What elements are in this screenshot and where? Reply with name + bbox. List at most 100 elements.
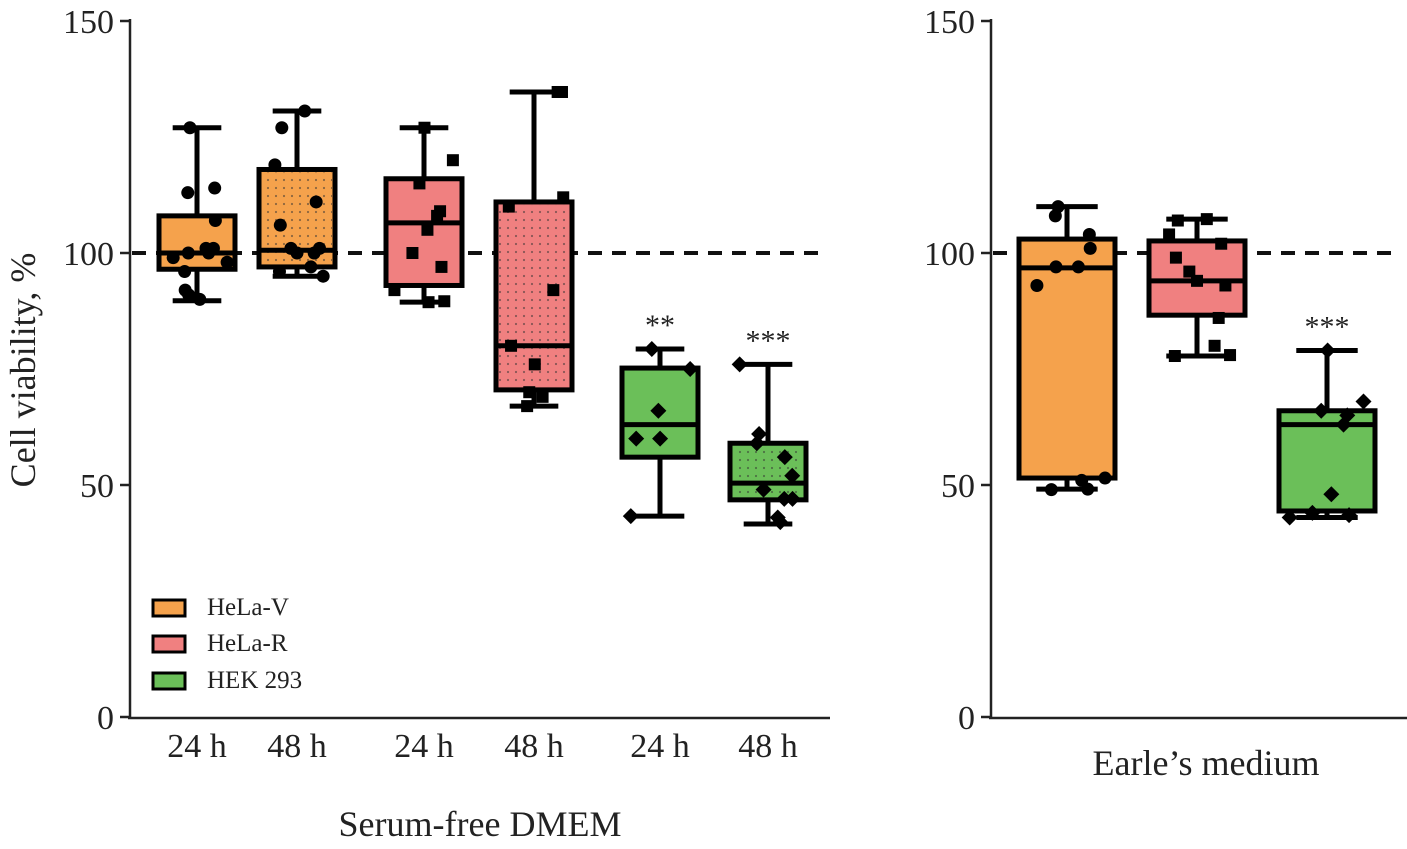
significance-annotation: ** bbox=[645, 309, 675, 342]
data-point bbox=[208, 214, 222, 228]
data-point bbox=[521, 400, 534, 413]
data-point bbox=[1168, 350, 1181, 363]
data-point bbox=[1212, 311, 1225, 324]
data-point bbox=[181, 186, 195, 200]
data-point bbox=[1048, 209, 1062, 223]
box-iqr bbox=[1016, 236, 1118, 481]
data-point bbox=[1313, 402, 1330, 419]
data-point bbox=[536, 390, 549, 403]
data-point bbox=[178, 265, 192, 279]
left-box-hela-r-48h bbox=[493, 85, 575, 413]
legend: HeLa-V HeLa-R HEK 293 bbox=[151, 594, 302, 694]
data-point bbox=[183, 121, 197, 135]
data-point bbox=[421, 223, 434, 236]
data-point bbox=[272, 265, 286, 279]
data-point bbox=[431, 209, 444, 222]
data-point bbox=[1208, 339, 1221, 352]
data-point bbox=[1081, 482, 1095, 496]
data-point bbox=[731, 356, 748, 373]
data-point bbox=[1319, 342, 1336, 359]
data-point bbox=[290, 246, 304, 260]
legend-label-hela-v: HeLa-V bbox=[207, 594, 289, 621]
data-point bbox=[628, 430, 645, 447]
data-point bbox=[772, 514, 789, 531]
data-point bbox=[1323, 486, 1340, 503]
significance-annotation: *** bbox=[1305, 310, 1350, 343]
legend-entry-hela-r: HeLa-R bbox=[151, 630, 288, 657]
data-point bbox=[275, 121, 289, 135]
data-point bbox=[650, 402, 667, 419]
significance-annotation: *** bbox=[746, 324, 791, 357]
data-point bbox=[1163, 228, 1176, 241]
left-box-hek-293-24h: ** bbox=[619, 309, 701, 525]
right-box-hek-293: *** bbox=[1276, 310, 1378, 526]
left-y-tick-label: 0 bbox=[97, 700, 114, 737]
data-point bbox=[622, 508, 639, 525]
left-y-tick-label: 50 bbox=[80, 468, 114, 505]
data-point bbox=[1335, 416, 1352, 433]
left-x-axis-title: Serum-free DMEM bbox=[339, 804, 622, 844]
data-point bbox=[166, 251, 180, 265]
legend-swatch-hela-r bbox=[151, 634, 187, 654]
data-point bbox=[435, 260, 448, 273]
data-point bbox=[1171, 214, 1184, 227]
data-point bbox=[652, 430, 669, 447]
legend-label-hela-r: HeLa-R bbox=[207, 630, 288, 657]
data-point bbox=[682, 361, 699, 377]
data-point bbox=[1098, 471, 1112, 485]
data-point bbox=[523, 386, 536, 399]
legend-swatch-hek-293 bbox=[151, 671, 187, 691]
data-point bbox=[309, 195, 323, 209]
data-point bbox=[1071, 260, 1085, 274]
left-box-hela-v-48h bbox=[256, 104, 338, 283]
data-point bbox=[273, 218, 287, 232]
data-point bbox=[1044, 483, 1058, 497]
data-point bbox=[547, 284, 560, 297]
data-point bbox=[1355, 393, 1372, 410]
data-point bbox=[1341, 507, 1358, 524]
right-y-tick-label: 0 bbox=[958, 700, 975, 737]
data-point bbox=[1304, 504, 1321, 521]
data-point bbox=[268, 158, 282, 172]
data-point bbox=[1183, 265, 1196, 278]
data-point bbox=[1169, 251, 1182, 264]
data-point bbox=[181, 246, 195, 260]
data-point bbox=[206, 241, 220, 255]
data-point bbox=[1082, 227, 1096, 241]
data-point bbox=[438, 295, 451, 308]
right-y-tick-label: 150 bbox=[924, 4, 975, 41]
data-point bbox=[418, 121, 431, 134]
data-point bbox=[784, 467, 801, 484]
data-point bbox=[776, 490, 793, 507]
data-point bbox=[505, 339, 518, 352]
left-x-tick-label: 48 h bbox=[738, 728, 798, 765]
left-x-tick-label: 24 h bbox=[167, 728, 227, 765]
data-point bbox=[316, 269, 330, 283]
legend-swatch-hela-v bbox=[151, 598, 187, 618]
data-point bbox=[1083, 241, 1097, 255]
right-panel: 0 50 100 150 *** Earle’s medium bbox=[924, 4, 1407, 783]
legend-entry-hek-293: HEK 293 bbox=[151, 667, 302, 694]
data-point bbox=[1030, 278, 1044, 292]
data-point bbox=[1191, 274, 1204, 287]
data-point bbox=[1224, 349, 1237, 362]
data-point bbox=[1049, 260, 1063, 274]
data-point bbox=[551, 85, 564, 98]
data-point bbox=[406, 247, 419, 259]
right-box-hela-v bbox=[1016, 200, 1118, 497]
left-y-tick-label: 100 bbox=[63, 236, 114, 273]
data-point bbox=[422, 296, 435, 309]
data-point bbox=[304, 260, 318, 274]
data-point bbox=[1200, 213, 1213, 226]
right-y-tick-label: 50 bbox=[941, 468, 975, 505]
legend-entry-hela-v: HeLa-V bbox=[151, 594, 289, 621]
data-point bbox=[1281, 509, 1298, 526]
left-x-tick-label: 48 h bbox=[267, 728, 327, 765]
left-y-axis-title: Cell viability, % bbox=[3, 253, 43, 488]
left-x-tick-label: 48 h bbox=[504, 728, 564, 765]
data-point bbox=[298, 104, 312, 118]
data-point bbox=[220, 255, 234, 269]
left-box-hela-v-24h bbox=[156, 121, 238, 306]
